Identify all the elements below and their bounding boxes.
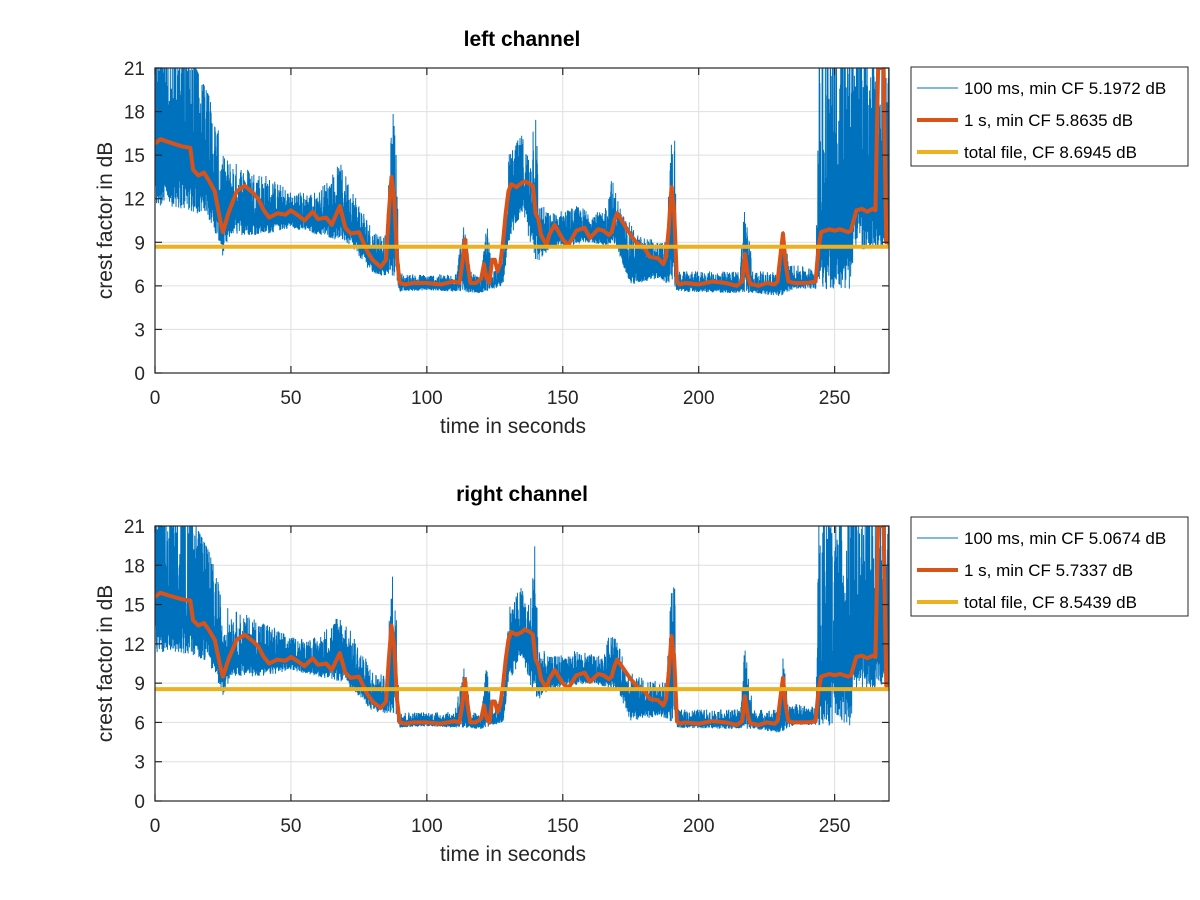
y-tick-label: 6 (134, 277, 145, 298)
y-tick-label: 21 (124, 517, 145, 538)
y-tick-label: 18 (124, 556, 145, 577)
legend-entry: total file, CF 8.5439 dB (964, 593, 1137, 612)
y-tick-label: 18 (124, 103, 145, 124)
y-tick-label: 0 (134, 792, 145, 813)
legend-entry: 1 s, min CF 5.7337 dB (964, 561, 1133, 580)
x-axis-label: time in seconds (440, 843, 586, 866)
y-tick-label: 21 (124, 59, 145, 80)
y-tick-label: 9 (134, 233, 145, 254)
x-axis-label: time in seconds (440, 415, 586, 438)
legend-entry: 100 ms, min CF 5.1972 dB (964, 79, 1166, 98)
y-tick-label: 12 (124, 635, 145, 656)
x-tick-label: 200 (683, 388, 715, 409)
y-axis-label: crest factor in dB (94, 585, 117, 743)
y-tick-label: 3 (134, 320, 145, 341)
series-1s-line (155, 526, 889, 728)
legend-box (910, 516, 1189, 617)
axes-left-channel: 0 50 100 150 200 250 0 3 6 9 12 15 18 21 time in secon… (94, 28, 1189, 438)
y-tick-label: 0 (134, 364, 145, 385)
y-tick-label: 12 (124, 190, 145, 211)
chart-title: right channel (456, 483, 588, 506)
series-1s-line (155, 68, 889, 288)
x-tick-label: 250 (819, 816, 851, 837)
legend: 100 ms, min CF 5.1972 dB 1 s, min CF 5.86… (910, 66, 1189, 167)
y-tick-label: 6 (134, 713, 145, 734)
x-tick-label: 200 (683, 816, 715, 837)
axes-box (154, 525, 890, 802)
x-tick-label: 50 (280, 816, 301, 837)
chart-title: left channel (464, 28, 581, 51)
y-tick-label: 15 (124, 596, 145, 617)
plot-area (155, 68, 889, 296)
plot-area (155, 526, 889, 733)
legend-entry: total file, CF 8.6945 dB (964, 143, 1137, 162)
axes-box (154, 67, 890, 374)
x-tick-label: 0 (150, 388, 161, 409)
y-tick-label: 15 (124, 146, 145, 167)
legend-entry: 100 ms, min CF 5.0674 dB (964, 529, 1166, 548)
x-tick-label: 150 (547, 388, 579, 409)
y-axis-label: crest factor in dB (94, 142, 117, 300)
x-tick-label: 250 (819, 388, 851, 409)
y-tick-label: 3 (134, 753, 145, 774)
series-100ms-line (155, 68, 889, 296)
x-tick-label: 0 (150, 816, 161, 837)
x-tick-label: 50 (280, 388, 301, 409)
y-tick-label: 9 (134, 674, 145, 695)
x-tick-label: 100 (411, 816, 443, 837)
x-tick-label: 150 (547, 816, 579, 837)
legend-box (910, 66, 1189, 167)
x-tick-label: 100 (411, 388, 443, 409)
legend-entry: 1 s, min CF 5.8635 dB (964, 111, 1133, 130)
legend: 100 ms, min CF 5.0674 dB 1 s, min CF 5.73… (910, 516, 1189, 617)
axes-right-channel: 0 50 100 150 200 250 0 3 6 9 12 15 18 21 time in secon… (94, 483, 1189, 866)
